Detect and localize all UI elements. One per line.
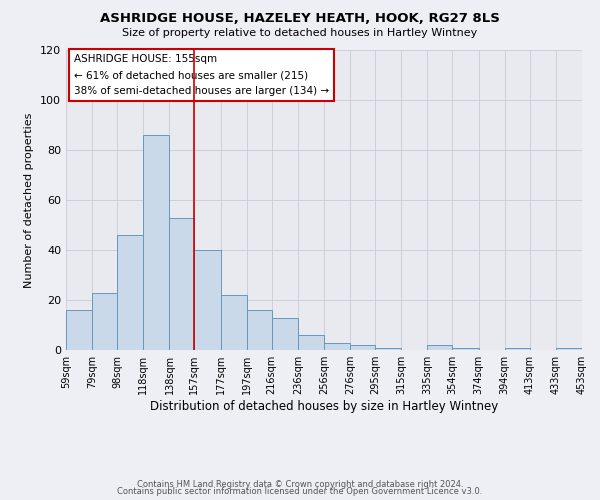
Bar (194, 250, 221, 350)
Text: Contains public sector information licensed under the Open Government Licence v3: Contains public sector information licen… (118, 487, 482, 496)
Bar (169, 218, 194, 350)
Bar (298, 335, 324, 350)
Bar (350, 345, 375, 350)
Bar (143, 135, 169, 350)
Bar (505, 348, 530, 350)
Text: Contains HM Land Registry data © Crown copyright and database right 2024.: Contains HM Land Registry data © Crown c… (137, 480, 463, 489)
Bar (324, 342, 350, 350)
Bar (427, 345, 452, 350)
Bar (92, 292, 117, 350)
Bar (117, 235, 143, 350)
Bar (221, 295, 247, 350)
Text: Size of property relative to detached houses in Hartley Wintney: Size of property relative to detached ho… (122, 28, 478, 38)
Bar (247, 310, 272, 350)
Y-axis label: Number of detached properties: Number of detached properties (25, 112, 34, 288)
Bar (452, 348, 479, 350)
Bar (375, 348, 401, 350)
Text: ASHRIDGE HOUSE, HAZELEY HEATH, HOOK, RG27 8LS: ASHRIDGE HOUSE, HAZELEY HEATH, HOOK, RG2… (100, 12, 500, 26)
Bar (556, 348, 582, 350)
Text: ASHRIDGE HOUSE: 155sqm
← 61% of detached houses are smaller (215)
38% of semi-de: ASHRIDGE HOUSE: 155sqm ← 61% of detached… (74, 54, 329, 96)
X-axis label: Distribution of detached houses by size in Hartley Wintney: Distribution of detached houses by size … (150, 400, 498, 413)
Bar (66, 310, 92, 350)
Bar (272, 318, 298, 350)
